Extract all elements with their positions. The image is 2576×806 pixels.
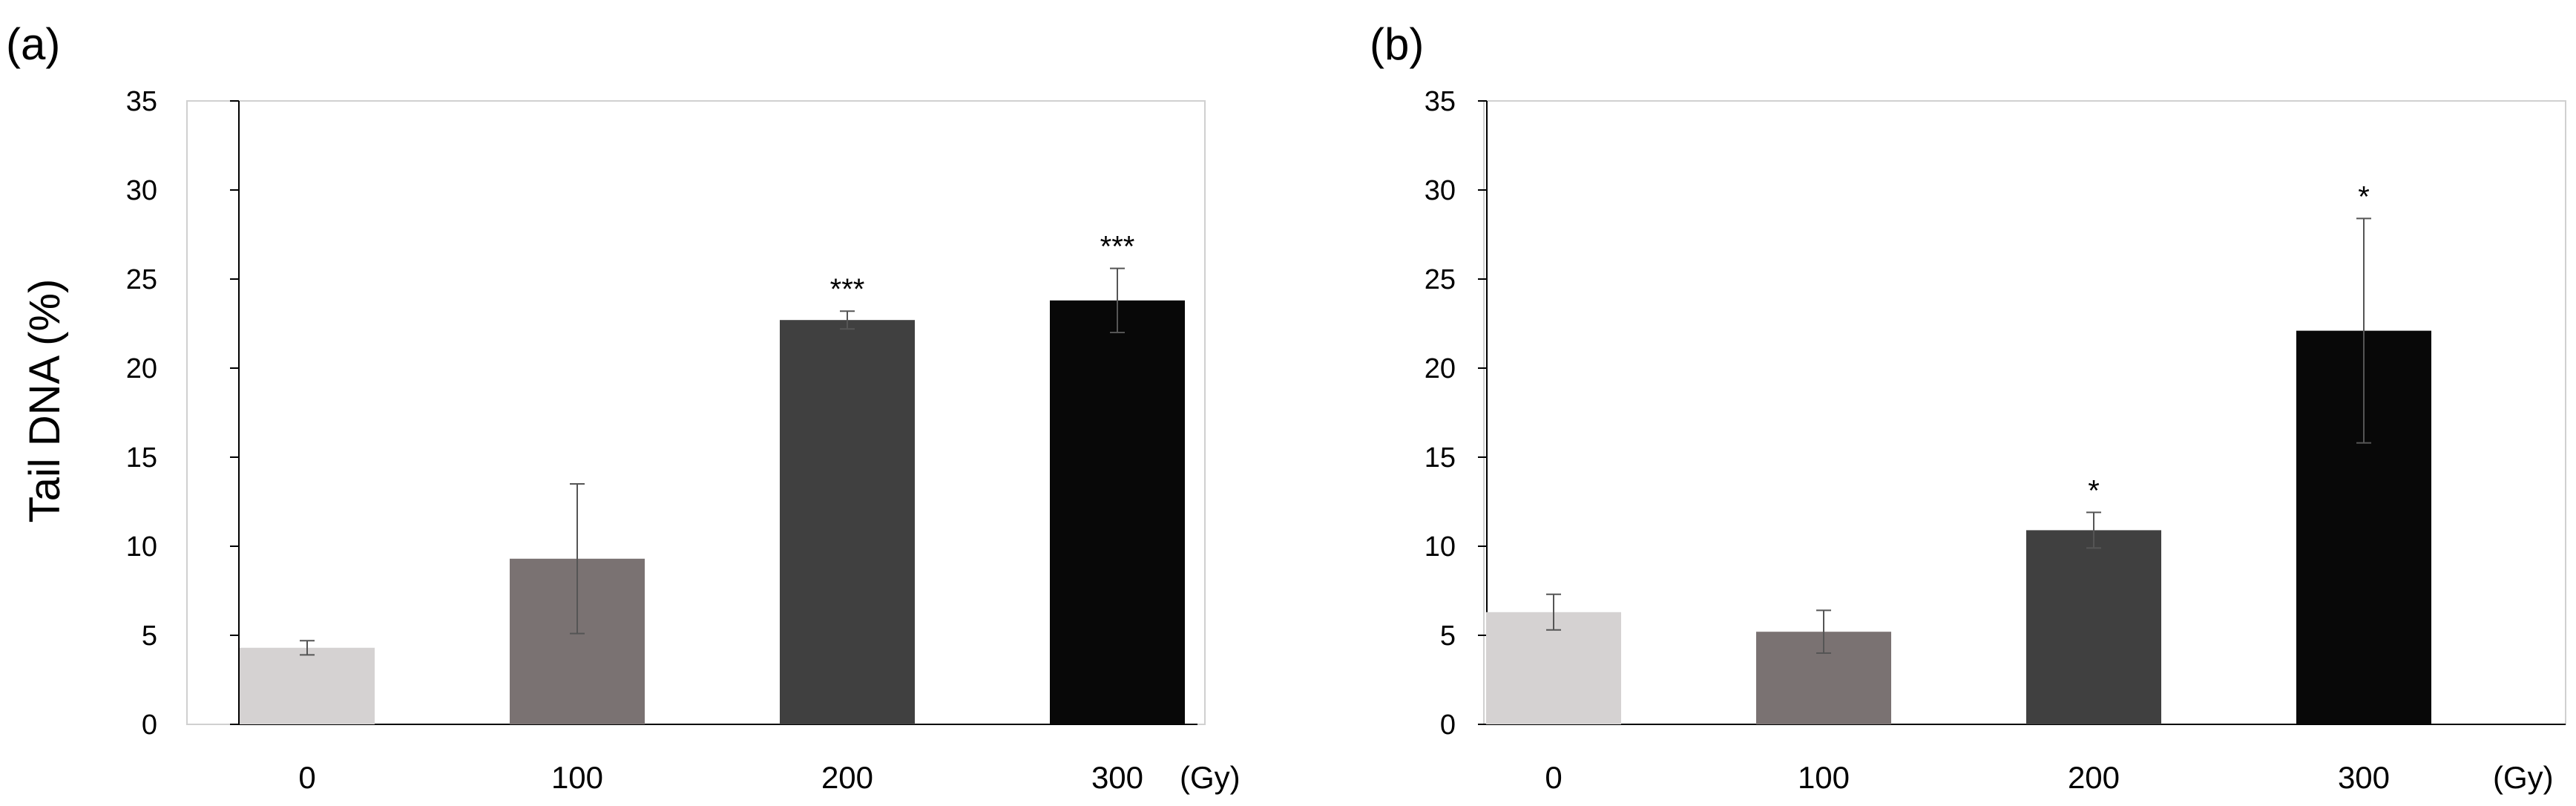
- y-tick-label: 35: [1425, 86, 1456, 117]
- x-category-label: 200: [2068, 760, 2120, 795]
- x-category-label: 200: [821, 760, 873, 795]
- y-tick-label: 35: [126, 86, 157, 117]
- bar: [1050, 300, 1185, 724]
- bar: [780, 320, 915, 724]
- x-category-label: 300: [2338, 760, 2390, 795]
- significance-marker: *: [2358, 180, 2370, 213]
- y-tick-label: 10: [126, 531, 157, 563]
- y-tick-label: 5: [142, 620, 157, 652]
- y-tick-label: 30: [126, 175, 157, 206]
- y-tick-label: 25: [1425, 264, 1456, 295]
- y-tick-label: 25: [126, 264, 157, 295]
- x-category-label: 100: [1798, 760, 1850, 795]
- y-tick-label: 10: [1425, 531, 1456, 563]
- y-tick-label: 5: [1440, 620, 1456, 652]
- panel-b: (b) 0 5 10 15 20 25 30 35 0 100 * 200 * 300 (Gy): [1370, 19, 2566, 795]
- x-category-label: 0: [1545, 760, 1562, 795]
- significance-marker: ***: [830, 273, 865, 306]
- y-tick-label: 20: [1425, 353, 1456, 384]
- bar: [2026, 530, 2161, 724]
- y-tick-label: 15: [126, 442, 157, 474]
- y-tick-label: 0: [142, 710, 157, 741]
- x-unit-label: (Gy): [2493, 760, 2554, 795]
- y-axis-title: Tail DNA (%): [21, 279, 69, 523]
- x-category-label: 0: [298, 760, 315, 795]
- significance-marker: *: [2088, 474, 2100, 507]
- panel-label: (b): [1370, 19, 1424, 69]
- y-tick-label: 20: [126, 353, 157, 384]
- bar: [1486, 612, 1621, 724]
- significance-marker: ***: [1100, 231, 1135, 263]
- plot-area: 0 5 10 15 20 25 30 35 0 100 *** 200 *** 300: [126, 86, 1197, 795]
- panel-label: (a): [6, 19, 60, 69]
- y-tick-label: 0: [1440, 710, 1456, 741]
- y-tick-label: 15: [1425, 442, 1456, 474]
- plot-area: 0 5 10 15 20 25 30 35 0 100 * 200 * 300: [1425, 86, 2566, 795]
- x-unit-label: (Gy): [1180, 760, 1241, 795]
- bar: [240, 647, 375, 724]
- x-category-label: 100: [551, 760, 603, 795]
- x-category-label: 300: [1091, 760, 1143, 795]
- y-tick-label: 30: [1425, 175, 1456, 206]
- panel-a: (a) Tail DNA (%) 0 5 10 15 20 25 30 35 0 100 *** 20…: [6, 19, 1241, 795]
